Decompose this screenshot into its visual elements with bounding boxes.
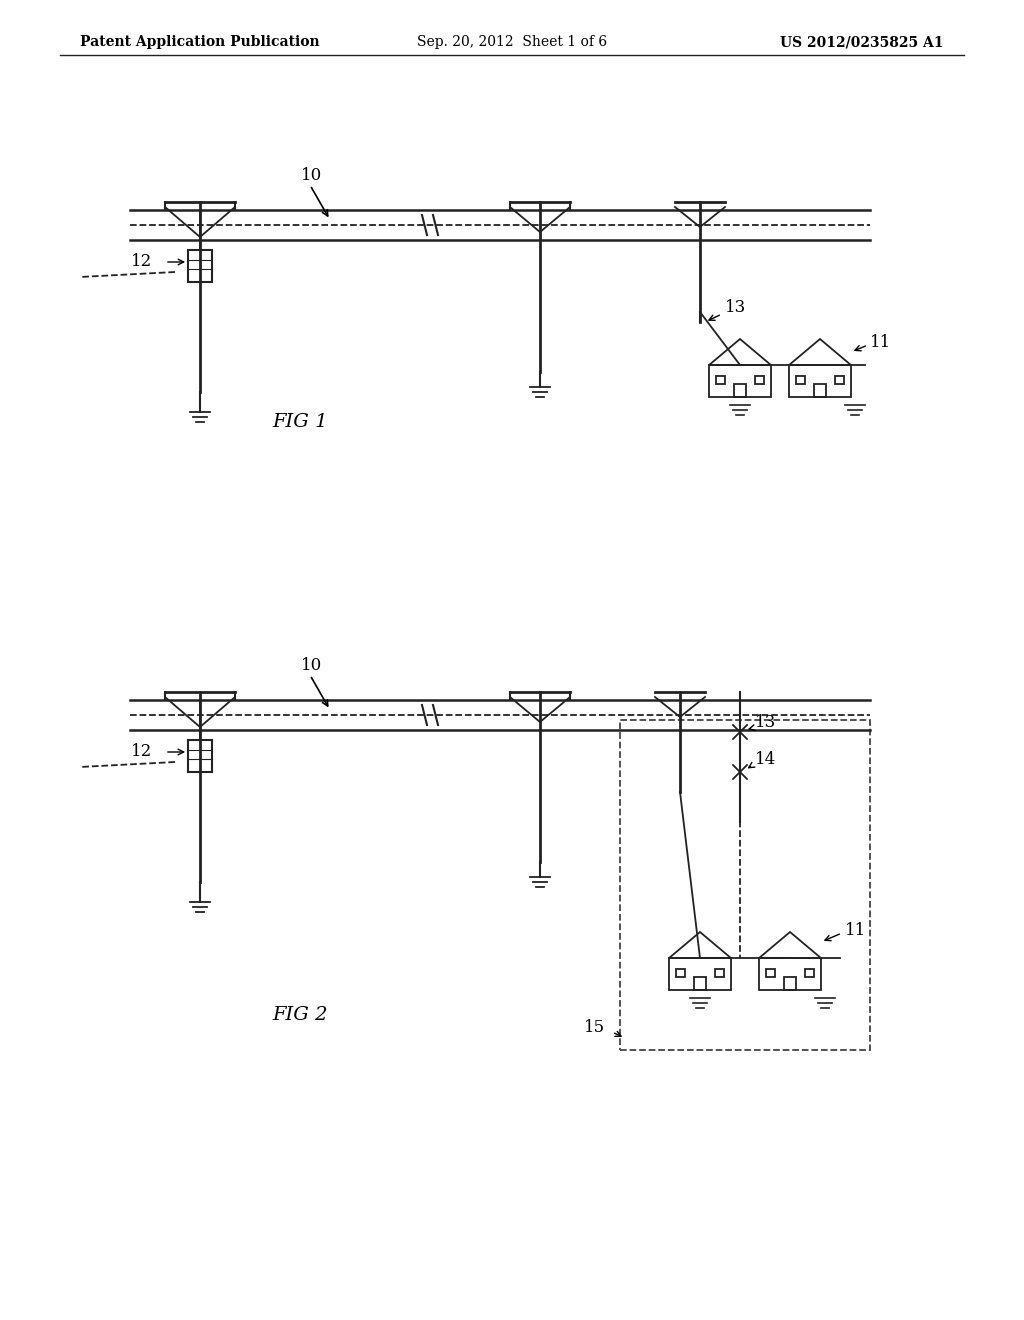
Bar — [755, 376, 764, 384]
Bar — [188, 249, 212, 282]
Bar — [620, 719, 870, 1049]
Bar — [694, 977, 706, 990]
Bar — [835, 376, 844, 384]
Bar — [766, 969, 775, 977]
Text: Patent Application Publication: Patent Application Publication — [80, 36, 319, 49]
Bar — [759, 958, 821, 990]
Bar — [790, 366, 851, 397]
Text: 11: 11 — [870, 334, 891, 351]
Text: 12: 12 — [131, 743, 152, 760]
Bar — [669, 958, 731, 990]
Text: 10: 10 — [301, 657, 323, 675]
Text: 10: 10 — [301, 168, 323, 183]
Bar — [734, 384, 745, 397]
Bar — [715, 969, 724, 977]
Text: FIG 2: FIG 2 — [272, 1006, 328, 1024]
Text: 14: 14 — [755, 751, 776, 768]
Text: 13: 13 — [725, 300, 746, 315]
Bar — [717, 376, 725, 384]
Bar — [709, 366, 771, 397]
Bar — [188, 741, 212, 772]
Bar — [797, 376, 805, 384]
Text: FIG 1: FIG 1 — [272, 413, 328, 432]
Text: Sep. 20, 2012  Sheet 1 of 6: Sep. 20, 2012 Sheet 1 of 6 — [417, 36, 607, 49]
Bar — [784, 977, 796, 990]
Text: 11: 11 — [845, 921, 866, 939]
Bar — [677, 969, 685, 977]
Text: 12: 12 — [131, 253, 152, 271]
Bar — [814, 384, 825, 397]
Text: 13: 13 — [755, 714, 776, 731]
Text: 15: 15 — [584, 1019, 605, 1036]
Bar — [805, 969, 813, 977]
Text: US 2012/0235825 A1: US 2012/0235825 A1 — [780, 36, 944, 49]
